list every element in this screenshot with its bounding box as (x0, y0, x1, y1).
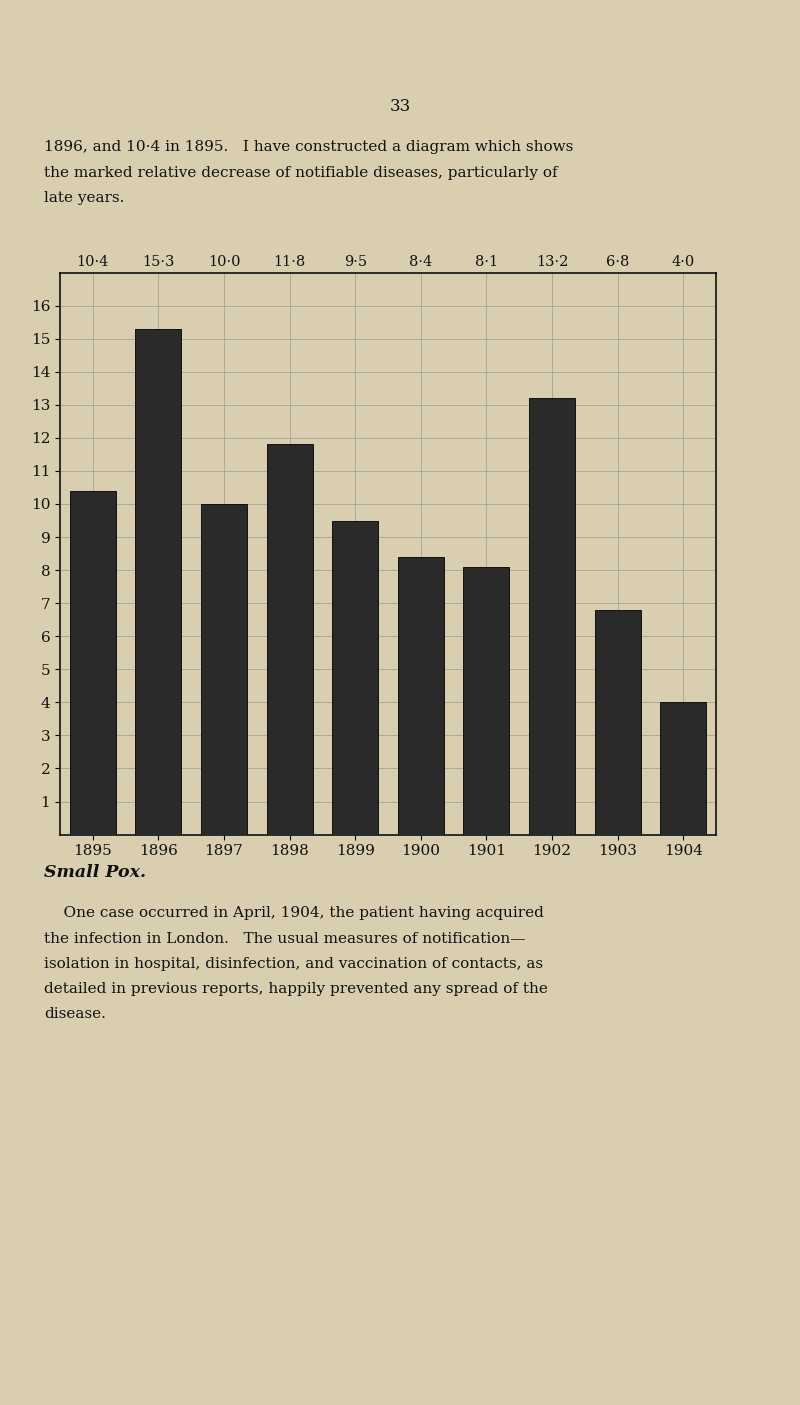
Bar (135, 329, 182, 835)
Text: Small Pox.: Small Pox. (44, 864, 146, 881)
Text: 8·4: 8·4 (409, 256, 433, 270)
Text: 10·0: 10·0 (208, 256, 240, 270)
Bar (332, 520, 378, 835)
Text: 10·4: 10·4 (77, 256, 109, 270)
Text: 9·5: 9·5 (344, 256, 366, 270)
Text: detailed in previous reports, happily prevented any spread of the: detailed in previous reports, happily pr… (44, 982, 548, 996)
Bar (201, 504, 247, 835)
Bar (70, 490, 116, 835)
Text: late years.: late years. (44, 191, 124, 205)
Text: 1896, and 10·4 in 1895.   I have constructed a diagram which shows: 1896, and 10·4 in 1895. I have construct… (44, 140, 574, 155)
Bar (398, 556, 444, 835)
Text: 33: 33 (390, 98, 410, 115)
Text: disease.: disease. (44, 1007, 106, 1021)
Bar (594, 610, 641, 835)
Text: 8·1: 8·1 (475, 256, 498, 270)
Text: 15·3: 15·3 (142, 256, 174, 270)
Bar (266, 444, 313, 835)
Text: the marked relative decrease of notifiable diseases, particularly of: the marked relative decrease of notifiab… (44, 166, 558, 180)
Bar (660, 702, 706, 835)
Text: 13·2: 13·2 (536, 256, 568, 270)
Text: the infection in London.   The usual measures of notification—: the infection in London. The usual measu… (44, 932, 526, 946)
Text: 6·8: 6·8 (606, 256, 630, 270)
Text: isolation in hospital, disinfection, and vaccination of contacts, as: isolation in hospital, disinfection, and… (44, 957, 543, 971)
Text: 11·8: 11·8 (274, 256, 306, 270)
Bar (463, 566, 510, 835)
Text: 4·0: 4·0 (671, 256, 695, 270)
Text: One case occurred in April, 1904, the patient having acquired: One case occurred in April, 1904, the pa… (44, 906, 544, 920)
Bar (529, 398, 575, 835)
